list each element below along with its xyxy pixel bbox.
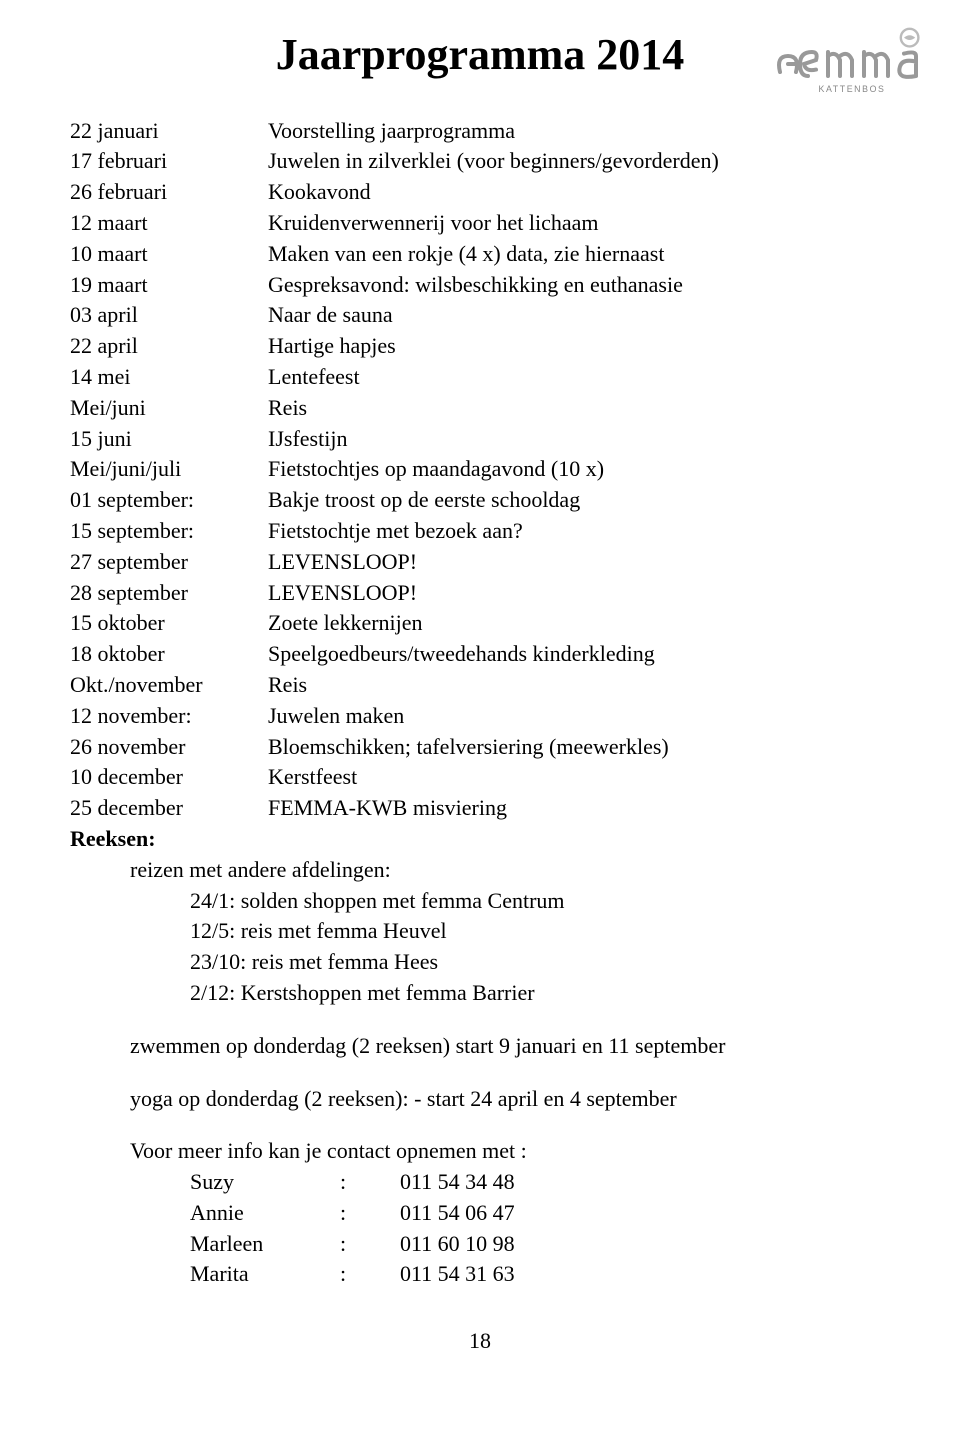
schedule-desc: Naar de sauna	[268, 300, 719, 331]
page-title: Jaarprogramma 2014	[70, 24, 890, 86]
schedule-row: 10 decemberKerstfeest	[70, 762, 719, 793]
schedule-desc: Kruidenverwennerij voor het lichaam	[268, 208, 719, 239]
schedule-desc: Gespreksavond: wilsbeschikking en euthan…	[268, 270, 719, 301]
schedule-date: 15 juni	[70, 424, 268, 455]
schedule-row: 22 aprilHartige hapjes	[70, 331, 719, 362]
contact-name: Marleen	[190, 1229, 340, 1260]
schedule-row: 17 februariJuwelen in zilverklei (voor b…	[70, 146, 719, 177]
schedule-desc: Voorstelling jaarprogramma	[268, 116, 719, 147]
schedule-desc: Maken van een rokje (4 x) data, zie hier…	[268, 239, 719, 270]
schedule-date: 25 december	[70, 793, 268, 824]
schedule-date: 19 maart	[70, 270, 268, 301]
schedule-date: 15 september:	[70, 516, 268, 547]
schedule-row: 14 meiLentefeest	[70, 362, 719, 393]
trip-line: 12/5: reis met femma Heuvel	[70, 916, 890, 947]
extra-line: yoga op donderdag (2 reeksen): - start 2…	[70, 1084, 890, 1115]
trip-line: 2/12: Kerstshoppen met femma Barrier	[70, 978, 890, 1009]
schedule-desc: IJsfestijn	[268, 424, 719, 455]
schedule-desc: Kerstfeest	[268, 762, 719, 793]
schedule-table: 22 januariVoorstelling jaarprogramma17 f…	[70, 116, 719, 824]
schedule-row: Mei/juniReis	[70, 393, 719, 424]
contact-intro: Voor meer info kan je contact opnemen me…	[70, 1136, 890, 1167]
schedule-desc: Kookavond	[268, 177, 719, 208]
schedule-desc: FEMMA-KWB misviering	[268, 793, 719, 824]
schedule-row: 15 oktoberZoete lekkernijen	[70, 608, 719, 639]
schedule-date: Mei/juni	[70, 393, 268, 424]
contact-row: Marita:011 54 31 63	[70, 1259, 890, 1290]
schedule-row: 26 novemberBloemschikken; tafelversierin…	[70, 732, 719, 763]
contact-sep: :	[340, 1229, 400, 1260]
schedule-date: 14 mei	[70, 362, 268, 393]
schedule-date: 28 september	[70, 578, 268, 609]
schedule-row: Mei/juni/juliFietstochtjes op maandagavo…	[70, 454, 719, 485]
schedule-row: 28 septemberLEVENSLOOP!	[70, 578, 719, 609]
schedule-date: 12 november:	[70, 701, 268, 732]
contact-sep: :	[340, 1198, 400, 1229]
schedule-desc: Reis	[268, 670, 719, 701]
schedule-date: 22 april	[70, 331, 268, 362]
schedule-date: Okt./november	[70, 670, 268, 701]
schedule-date: 12 maart	[70, 208, 268, 239]
schedule-row: 22 januariVoorstelling jaarprogramma	[70, 116, 719, 147]
extra-line: zwemmen op donderdag (2 reeksen) start 9…	[70, 1031, 890, 1062]
contact-phone: 011 54 31 63	[400, 1259, 515, 1290]
schedule-date: Mei/juni/juli	[70, 454, 268, 485]
schedule-desc: LEVENSLOOP!	[268, 547, 719, 578]
schedule-row: 19 maartGespreksavond: wilsbeschikking e…	[70, 270, 719, 301]
reeksen-intro: reizen met andere afdelingen:	[70, 855, 890, 886]
trip-line: 24/1: solden shoppen met femma Centrum	[70, 886, 890, 917]
schedule-date: 26 februari	[70, 177, 268, 208]
schedule-desc: Speelgoedbeurs/tweedehands kinderkleding	[268, 639, 719, 670]
schedule-desc: LEVENSLOOP!	[268, 578, 719, 609]
contact-sep: :	[340, 1167, 400, 1198]
contact-sep: :	[340, 1259, 400, 1290]
schedule-row: 15 juniIJsfestijn	[70, 424, 719, 455]
schedule-row: 26 februariKookavond	[70, 177, 719, 208]
schedule-desc: Reis	[268, 393, 719, 424]
reeksen-label: Reeksen:	[70, 826, 156, 851]
schedule-desc: Bloemschikken; tafelversiering (meewerkl…	[268, 732, 719, 763]
schedule-row: 25 decemberFEMMA-KWB misviering	[70, 793, 719, 824]
schedule-row: 10 maartMaken van een rokje (4 x) data, …	[70, 239, 719, 270]
contact-phone: 011 60 10 98	[400, 1229, 515, 1260]
logo-subtext: KATTENBOS	[818, 84, 885, 94]
contact-phone: 011 54 34 48	[400, 1167, 515, 1198]
contact-row: Suzy:011 54 34 48	[70, 1167, 890, 1198]
brand-logo: KATTENBOS	[772, 26, 932, 102]
schedule-date: 10 december	[70, 762, 268, 793]
schedule-desc: Bakje troost op de eerste schooldag	[268, 485, 719, 516]
schedule-row: 15 september:Fietstochtje met bezoek aan…	[70, 516, 719, 547]
schedule-desc: Lentefeest	[268, 362, 719, 393]
schedule-row: Okt./novemberReis	[70, 670, 719, 701]
schedule-date: 26 november	[70, 732, 268, 763]
contact-row: Annie:011 54 06 47	[70, 1198, 890, 1229]
trip-line: 23/10: reis met femma Hees	[70, 947, 890, 978]
schedule-desc: Juwelen in zilverklei (voor beginners/ge…	[268, 146, 719, 177]
schedule-date: 01 september:	[70, 485, 268, 516]
schedule-row: 01 september:Bakje troost op de eerste s…	[70, 485, 719, 516]
schedule-date: 03 april	[70, 300, 268, 331]
schedule-date: 10 maart	[70, 239, 268, 270]
schedule-row: 18 oktoberSpeelgoedbeurs/tweedehands kin…	[70, 639, 719, 670]
contact-name: Annie	[190, 1198, 340, 1229]
schedule-date: 18 oktober	[70, 639, 268, 670]
schedule-row: 12 november:Juwelen maken	[70, 701, 719, 732]
schedule-desc: Fietstochtjes op maandagavond (10 x)	[268, 454, 719, 485]
page-number: 18	[70, 1326, 890, 1357]
contact-name: Suzy	[190, 1167, 340, 1198]
contact-name: Marita	[190, 1259, 340, 1290]
schedule-date: 15 oktober	[70, 608, 268, 639]
schedule-desc: Zoete lekkernijen	[268, 608, 719, 639]
schedule-date: 17 februari	[70, 146, 268, 177]
schedule-desc: Fietstochtje met bezoek aan?	[268, 516, 719, 547]
schedule-row: 12 maartKruidenverwennerij voor het lich…	[70, 208, 719, 239]
schedule-date: 27 september	[70, 547, 268, 578]
schedule-desc: Juwelen maken	[268, 701, 719, 732]
schedule-row: 27 septemberLEVENSLOOP!	[70, 547, 719, 578]
contact-phone: 011 54 06 47	[400, 1198, 515, 1229]
schedule-date: 22 januari	[70, 116, 268, 147]
schedule-row: 03 aprilNaar de sauna	[70, 300, 719, 331]
contact-row: Marleen:011 60 10 98	[70, 1229, 890, 1260]
schedule-desc: Hartige hapjes	[268, 331, 719, 362]
